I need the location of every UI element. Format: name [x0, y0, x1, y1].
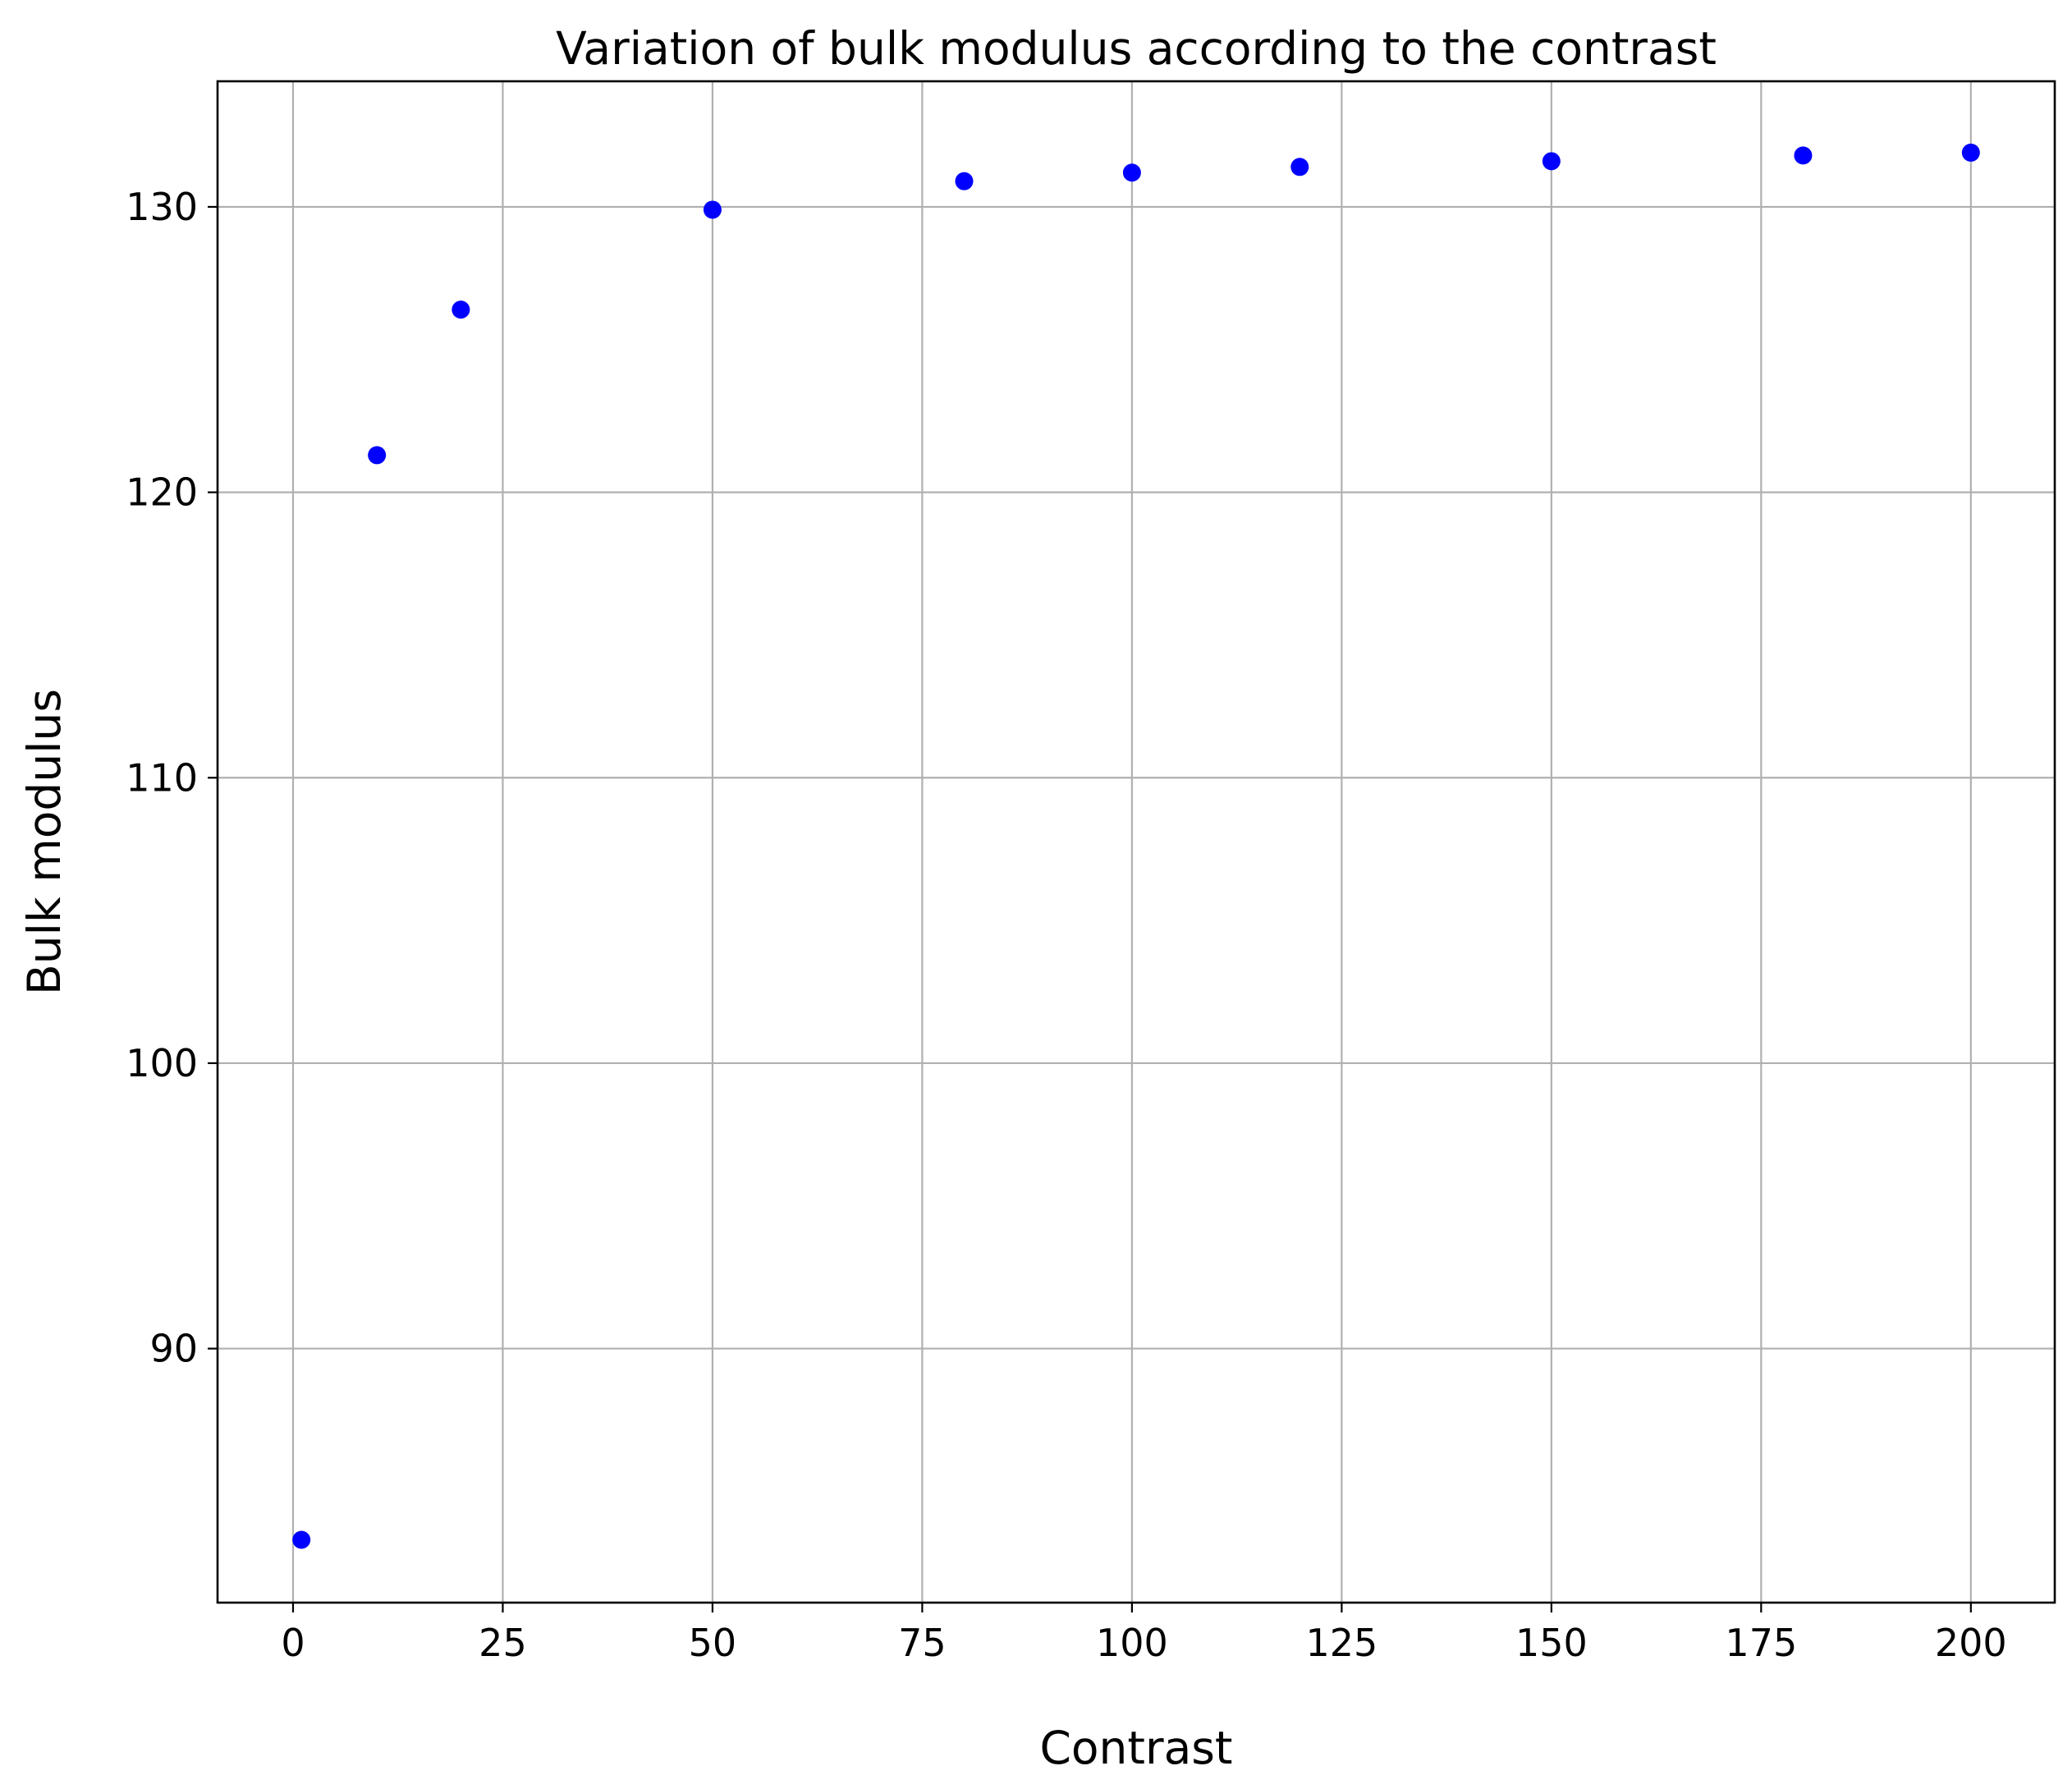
data-point	[452, 300, 470, 319]
x-tick-label: 25	[479, 1621, 527, 1665]
grid-lines	[218, 81, 2055, 1603]
y-tick-label: 120	[126, 470, 198, 515]
data-point	[1122, 163, 1141, 182]
x-axis-label: Contrast	[1039, 1722, 1232, 1774]
y-tick-label: 110	[126, 755, 198, 800]
data-point	[1961, 143, 1980, 162]
y-tick-label: 90	[149, 1327, 198, 1371]
data-point	[703, 200, 722, 219]
x-tick-label: 125	[1305, 1621, 1378, 1665]
data-point	[1290, 158, 1309, 177]
x-tick-label: 175	[1725, 1621, 1797, 1665]
y-tick-label: 130	[126, 185, 198, 229]
chart-title: Variation of bulk modulus according to t…	[556, 22, 1717, 75]
data-points	[292, 143, 1980, 1549]
y-tick-label: 100	[126, 1041, 198, 1085]
y-axis-label: Bulk modulus	[18, 689, 71, 995]
x-tick-label: 200	[1935, 1621, 2007, 1665]
x-tick-label: 100	[1096, 1621, 1168, 1665]
data-point	[292, 1530, 311, 1549]
data-point	[1542, 152, 1561, 171]
x-tick-label: 75	[898, 1621, 947, 1665]
x-tick-label: 50	[689, 1621, 737, 1665]
data-point	[955, 172, 974, 190]
data-point	[1794, 146, 1813, 165]
axis-ticks: 0 25 50 75 100 125 150 175 200 90 100 110 120 130	[126, 185, 2007, 1665]
plot-frame	[216, 80, 2056, 1604]
data-point	[368, 446, 387, 465]
x-tick-label: 0	[281, 1621, 305, 1665]
x-tick-label: 150	[1515, 1621, 1588, 1665]
